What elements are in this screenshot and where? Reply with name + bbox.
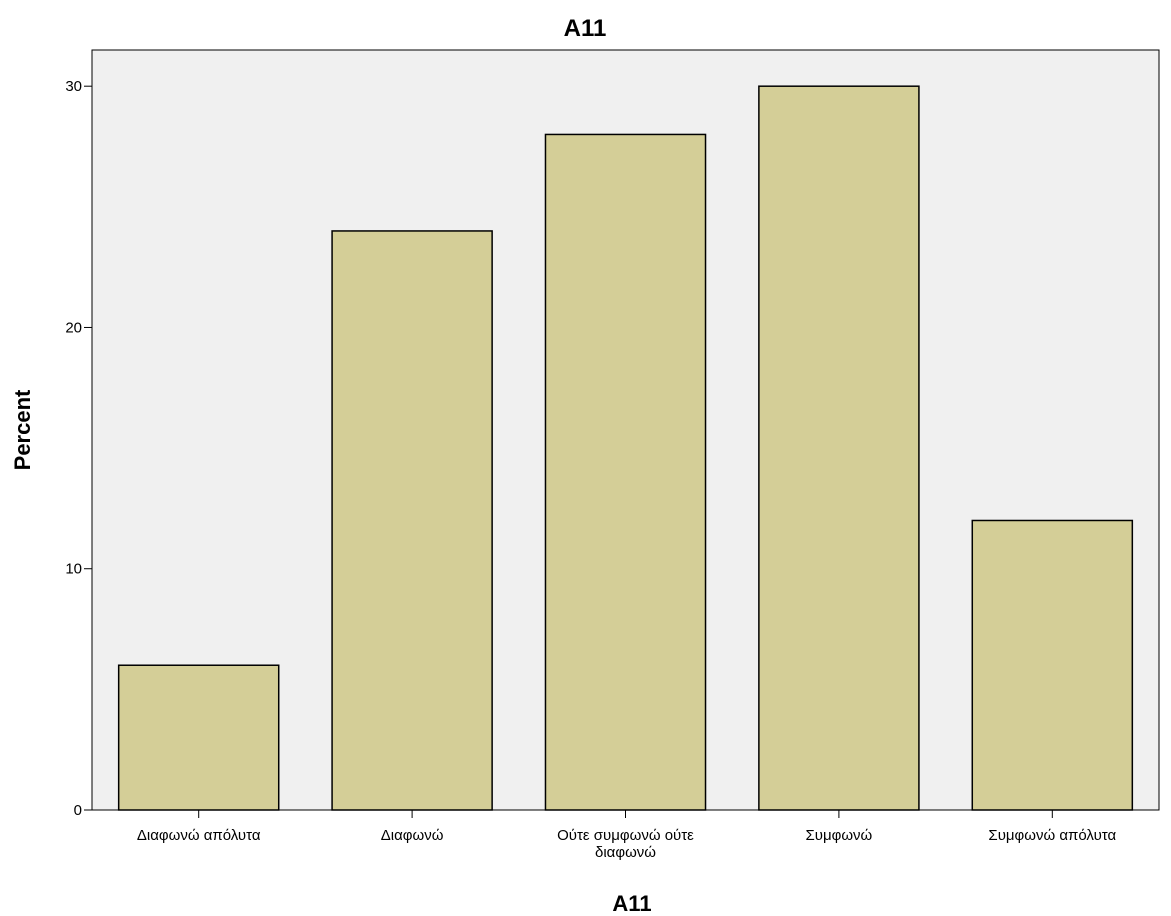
x-tick-label: Διαφωνώ απόλυτα [137,827,261,844]
x-tick-label: Συμφωνώ [806,827,873,844]
bar [117,664,280,811]
y-tick-label: 30 [65,78,82,95]
x-tick-label: Ούτε συμφωνώ ούτε διαφωνώ [557,827,694,861]
bars [117,85,1134,811]
chart-title: A11 [564,15,607,42]
bar [971,519,1134,811]
x-tick-label-line: Ούτε συμφωνώ ούτε [557,827,694,844]
x-tick-label-line: Διαφωνώ [381,827,444,844]
y-tick-label: 10 [65,561,82,578]
x-tick-label-line: διαφωνώ [595,844,656,861]
x-tick-label-line: Διαφωνώ απόλυτα [137,827,261,844]
x-axis-title: A11 [612,891,651,916]
x-tick-label: Συμφωνώ απόλυτα [988,827,1116,844]
x-tick-label-line: Συμφωνώ απόλυτα [988,827,1116,844]
y-tick-label: 0 [74,802,82,819]
bar [331,230,493,811]
y-axis: 0 10 20 30 [65,50,93,819]
y-tick-label: 20 [65,319,82,336]
bar [758,85,920,811]
y-axis-title: Percent [10,389,35,470]
x-tick-label: Διαφωνώ [381,827,444,844]
bar [544,133,707,811]
x-tick-label-line: Συμφωνώ [806,827,873,844]
x-axis: Διαφωνώ απόλυτα Διαφωνώ Ούτε συμφωνώ ούτε δ… [137,810,1116,861]
